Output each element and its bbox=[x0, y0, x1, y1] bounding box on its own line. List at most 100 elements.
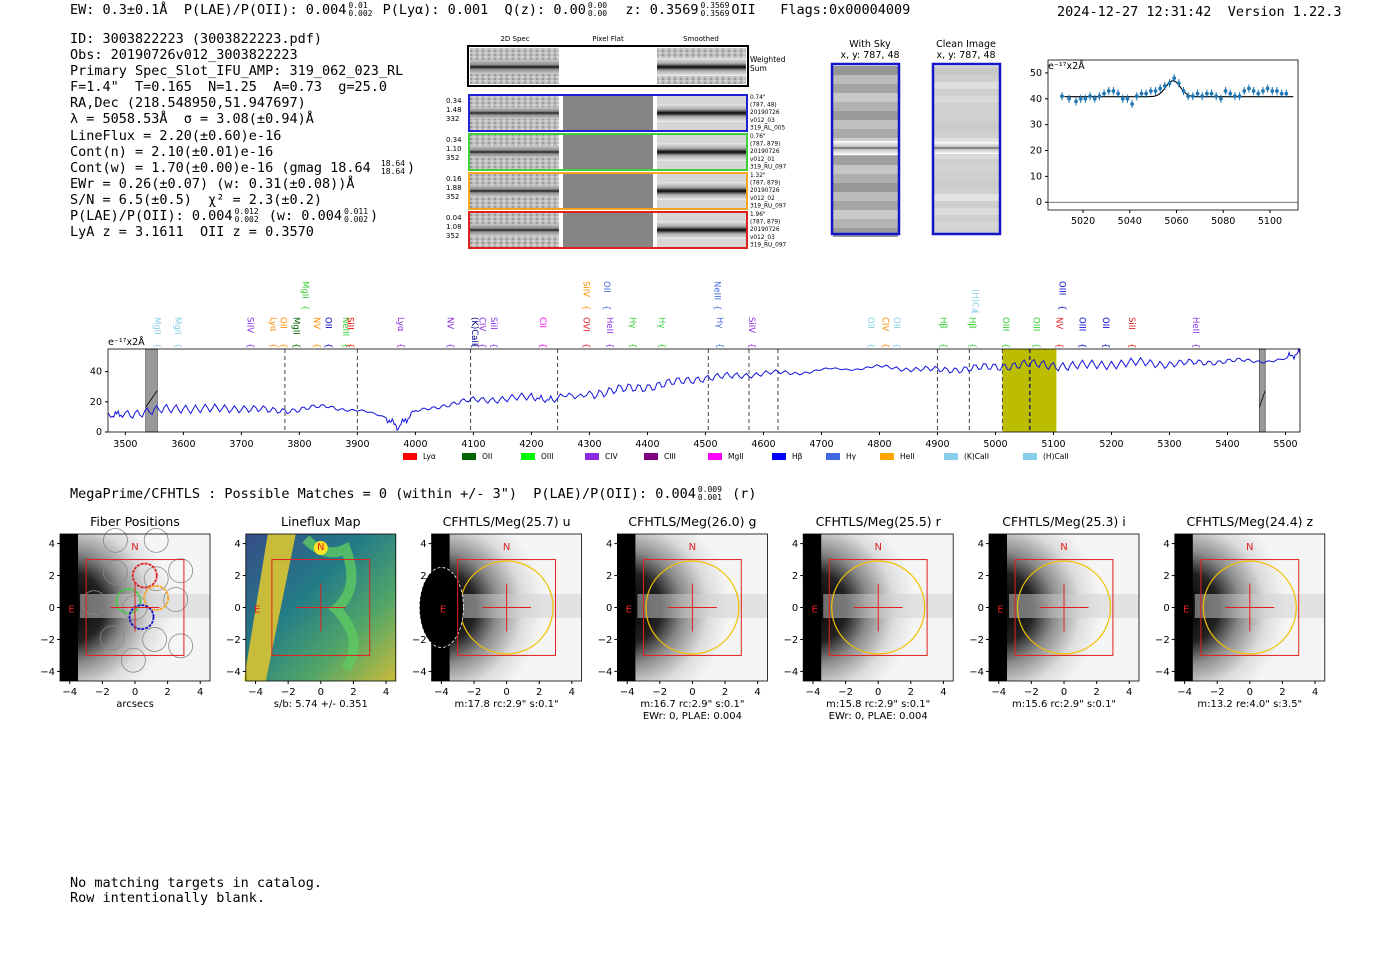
spectral-line-bracket: { bbox=[299, 305, 309, 310]
cutout-streak bbox=[451, 594, 582, 618]
panel-xtick-label: 4 bbox=[569, 687, 575, 698]
zoom-xtick-label: 5040 bbox=[1118, 216, 1142, 227]
panel-xtick-label: −4 bbox=[991, 687, 1006, 698]
zoom-xtick-label: 5020 bbox=[1071, 216, 1095, 227]
sky-band bbox=[833, 183, 898, 192]
clean-band bbox=[934, 96, 999, 103]
imaging-panels: Fiber Positions N E −4 −2 0 2 4 4 2 0 −2 −4 arcsecs Li… bbox=[40, 514, 1326, 722]
fiber-stat: 1.88 bbox=[446, 184, 462, 192]
legend-swatch bbox=[403, 453, 417, 460]
spectrum-line bbox=[107, 347, 1301, 432]
cutout-core bbox=[803, 534, 822, 681]
zoom-axes bbox=[1047, 59, 1299, 211]
zoom-units: e⁻¹⁷x2Å bbox=[1048, 60, 1085, 72]
spectral-line-label: OIII bbox=[1056, 281, 1066, 295]
panel-title: Fiber Positions bbox=[90, 514, 180, 529]
fiber-meta: (787, 879) bbox=[750, 181, 780, 187]
panel-ytick-label: −2 bbox=[40, 635, 55, 646]
lineflux-blob bbox=[302, 535, 359, 672]
panel-ytick-label: −2 bbox=[598, 635, 613, 646]
spectral-line-label: MgII bbox=[299, 281, 309, 299]
panel-xtick-label: −2 bbox=[95, 687, 110, 698]
panel-ytick-label: 2 bbox=[420, 571, 426, 582]
zoom-data-point bbox=[1265, 86, 1270, 91]
zoom-data-point bbox=[1200, 94, 1205, 99]
spectral-line-label: OII bbox=[277, 317, 287, 329]
zoom-data-point bbox=[1204, 91, 1209, 96]
fiber-smoothed-streak bbox=[657, 143, 746, 161]
info-lambda: λ = 5058.53Å σ = 3.08(±0.94)Å bbox=[70, 111, 314, 128]
zoom-ytick-label: 0 bbox=[1036, 197, 1042, 208]
zoom-data-point bbox=[1251, 89, 1256, 93]
fiber-meta: 1.32" bbox=[750, 173, 766, 179]
fiber-stat: 1.08 bbox=[446, 223, 462, 231]
clean-frame bbox=[931, 62, 1002, 236]
legend-label: OIII bbox=[541, 452, 554, 461]
spec-xtick-label: 4500 bbox=[693, 439, 717, 450]
panel-ytick-label: 2 bbox=[792, 571, 798, 582]
zoom-ytick-label: 20 bbox=[1030, 146, 1042, 157]
spectral-line-label: SiIV bbox=[746, 317, 756, 333]
spectral-line-label: OII bbox=[1100, 317, 1110, 329]
zoom-data-point bbox=[1284, 91, 1289, 96]
legend-swatch bbox=[880, 453, 894, 460]
spectral-line-bracket: { bbox=[395, 343, 405, 348]
cutout-core bbox=[60, 534, 78, 681]
panel-caption: m:15.8 rc:2.9" s:0.1" bbox=[826, 699, 930, 710]
sky-band bbox=[833, 201, 898, 210]
emission-band bbox=[1002, 349, 1057, 432]
panel-ytick-label: 4 bbox=[234, 539, 240, 550]
panel-xtick-label: 2 bbox=[536, 687, 542, 698]
spectral-line-label: Hγ bbox=[656, 317, 666, 328]
aperture-circle bbox=[1202, 560, 1297, 655]
spectral-line-label: MgII bbox=[172, 317, 182, 335]
panel-xtick-label: −2 bbox=[467, 687, 482, 698]
zoom-data-point bbox=[1139, 91, 1144, 96]
zoom-data-point bbox=[1209, 91, 1214, 96]
zoom-data-point bbox=[1242, 89, 1247, 93]
spec-xtick-label: 4100 bbox=[461, 439, 485, 450]
spec-units: e⁻¹⁷x2Å bbox=[108, 336, 145, 348]
weighted-label: Weighted bbox=[750, 55, 786, 64]
zoom-data-point bbox=[1176, 81, 1181, 86]
info-params: F=1.4" T=0.165 N=1.25 A=0.73 g=25.0 bbox=[70, 79, 387, 96]
imaging-panel: Fiber Positions N E −4 −2 0 2 4 4 2 0 −2 −4 arcsecs bbox=[40, 514, 211, 710]
info-lineflux: LineFlux = 2.20(±0.60)e-16 bbox=[70, 127, 282, 144]
fiber-circle-highlight bbox=[131, 562, 158, 589]
panel-xtick-label: 2 bbox=[164, 687, 170, 698]
panel-title: Lineflux Map bbox=[281, 514, 361, 529]
panel-xtick-label: −4 bbox=[1177, 687, 1192, 698]
header-z: z: 0.3569 bbox=[625, 2, 699, 18]
clean-band bbox=[934, 82, 999, 89]
zoom-ytick-label: 50 bbox=[1030, 68, 1042, 79]
spectral-line-label: Hβ bbox=[937, 317, 947, 329]
fiber-meta: 20190726 bbox=[750, 149, 780, 155]
sky-band bbox=[833, 156, 898, 165]
panel-xtick-label: 0 bbox=[503, 687, 509, 698]
spectral-line-bracket: { bbox=[340, 343, 350, 348]
spectral-line-bracket: { bbox=[891, 343, 901, 348]
panel-title: CFHTLS/Meg(25.5) r bbox=[816, 514, 942, 529]
zoom-data-point bbox=[1181, 89, 1186, 93]
panel-title: CFHTLS/Meg(25.7) u bbox=[443, 514, 571, 529]
spec-xtick-label: 4300 bbox=[577, 439, 601, 450]
fiber-meta: v012_03 bbox=[750, 118, 775, 124]
spec-xtick-label: 5000 bbox=[983, 439, 1007, 450]
north-label: N bbox=[1060, 542, 1067, 553]
masked-hatch bbox=[145, 390, 158, 408]
clean-band bbox=[934, 180, 999, 187]
imaging-panel: CFHTLS/Meg(26.0) g N E −4 −2 0 2 4 4 2 0 −2 −4 m:16.7… bbox=[598, 514, 768, 722]
panel-ytick-label: −2 bbox=[226, 635, 241, 646]
spectral-line-label: (H)Ca bbox=[969, 289, 979, 313]
info-contn: Cont(n) = 2.10(±0.01)e-16 bbox=[70, 143, 274, 160]
north-label: N bbox=[874, 542, 881, 553]
spec-xtick-label: 5200 bbox=[1099, 439, 1123, 450]
fiber-row-frame bbox=[468, 172, 748, 210]
zoom-data-point bbox=[1186, 94, 1191, 99]
header-plya: P(Lyα): 0.001 bbox=[382, 2, 489, 18]
spec-xtick-label: 3900 bbox=[345, 439, 369, 450]
sky-band bbox=[833, 228, 898, 237]
panel-ytick-label: −4 bbox=[412, 667, 427, 678]
